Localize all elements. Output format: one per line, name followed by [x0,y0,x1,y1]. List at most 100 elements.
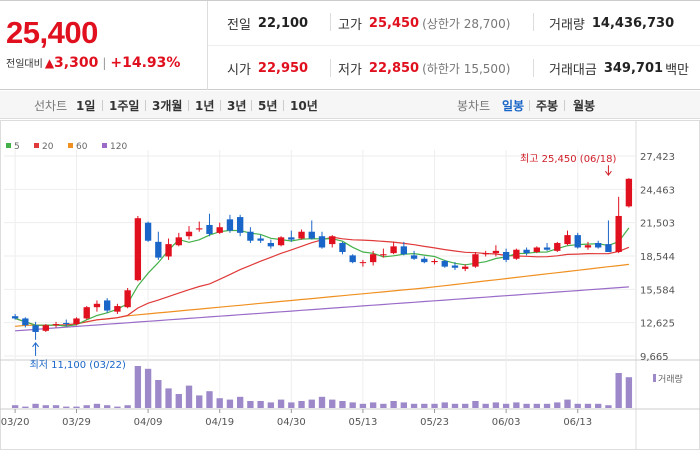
candle-body [206,224,213,234]
volume-bar [605,405,612,408]
period-10y[interactable]: 10년 [290,99,318,113]
stat-column-3: 거래량 14,436,730 거래대금 349,701 백만 [533,1,700,90]
volume-bar [421,403,428,408]
y-tick-label: 12,625 [640,319,675,330]
period-1y[interactable]: 1년 [195,99,215,113]
open-cell: 시가 22,950 [209,46,329,90]
period-5y[interactable]: 5년 [258,99,278,113]
volume-bar [359,403,367,408]
trade-value-label: 거래대금 [549,62,597,78]
candle-body [134,218,142,281]
candle-body [32,325,39,332]
volume-bar [615,373,622,408]
volume-bar [196,395,203,408]
volume-bar [369,402,377,408]
volume-value: 14,436,730 [591,15,675,31]
legend-swatch [68,143,73,148]
candle-body [63,322,70,325]
period-3y[interactable]: 3년 [227,99,247,113]
volume-legend-swatch [653,374,656,382]
candle-daily[interactable]: 일봉 [502,99,525,113]
candle-body [513,249,520,259]
candle-monthly[interactable]: 월봉 [573,99,596,113]
period-1d[interactable]: 1일 [76,99,96,113]
change-separator: | [102,56,107,70]
separator [529,100,530,111]
x-tick-label: 05/13 [349,417,378,428]
volume-bar [155,380,162,408]
change-percent: +14.93% [110,55,181,71]
candle-weekly[interactable]: 주봉 [536,99,559,113]
divider [533,59,534,77]
volume-bar [390,401,397,408]
volume-bar [104,405,111,408]
candle-body [380,254,387,256]
candle-body [359,262,367,264]
candle-body [114,306,121,312]
candle-body [257,238,264,241]
volume-bar [257,401,264,408]
volume-bar [564,399,571,408]
volume-bar [523,403,530,408]
separator [188,100,189,111]
separator [220,100,221,111]
legend-label: 20 [42,142,54,152]
candle-body [288,237,295,240]
volume-bar [22,406,29,408]
volume-bar [226,399,234,408]
candle-body [451,265,459,268]
trade-value-unit: 백만 [665,62,689,78]
candle-body [318,236,326,248]
candle-body [73,318,80,325]
x-tick-label: 03/29 [62,417,91,428]
divider [533,13,534,31]
volume-bar [482,403,489,408]
candle-body [185,231,193,237]
trade-value: 349,701 [603,60,664,76]
volume-bar [410,403,418,408]
volume-bar [625,377,633,408]
high-value: 25,450 [368,15,420,31]
volume-bar [175,394,182,408]
candle-body [462,266,469,269]
open-label: 시가 [227,62,251,78]
quote-summary: 25,400 전일대비 ▲3,300 | +14.93% 전일 22,100 시가 2… [0,0,700,90]
volume-bar [380,403,387,408]
candle-body [543,247,551,250]
candle-body [584,245,592,248]
chart-toolbar: 선차트 1일 1주일 3개월 1년 3년 5년 10년 봉차트 일봉 주봉 월봉 [0,91,700,119]
candle-body [431,261,438,263]
y-tick-label: 18,544 [640,252,675,263]
period-1w[interactable]: 1주일 [109,99,140,113]
open-value: 22,950 [257,60,309,76]
volume-bar [451,403,459,408]
candle-body [277,237,285,246]
candle-body [52,324,60,326]
candle-body [124,290,131,308]
candle-body [226,219,234,231]
separator [102,100,103,111]
high-label: 고가 [338,17,362,33]
volume-bar [216,398,223,408]
volume-bar [513,402,520,408]
volume-bar [308,399,315,408]
candle-body [605,244,612,252]
volume-bar [574,403,581,408]
volume-bar [247,401,254,408]
volume-label: 거래량 [549,17,585,33]
separator [564,100,565,111]
volume-bar [298,401,305,408]
summary-divider [208,45,700,46]
x-tick-label: 04/09 [134,417,163,428]
period-3m[interactable]: 3개월 [152,99,183,113]
low-label: 저가 [338,62,362,78]
legend-swatch [34,143,39,148]
volume-bar [134,366,142,408]
prev-close-cell: 전일 22,100 [209,1,329,45]
x-tick-label: 06/13 [563,417,592,428]
volume-bar [165,388,172,408]
y-tick-label: 15,584 [640,285,675,296]
volume-cell: 거래량 14,436,730 [533,1,700,45]
y-tick-label: 21,503 [640,219,675,230]
volume-bar [441,402,448,408]
